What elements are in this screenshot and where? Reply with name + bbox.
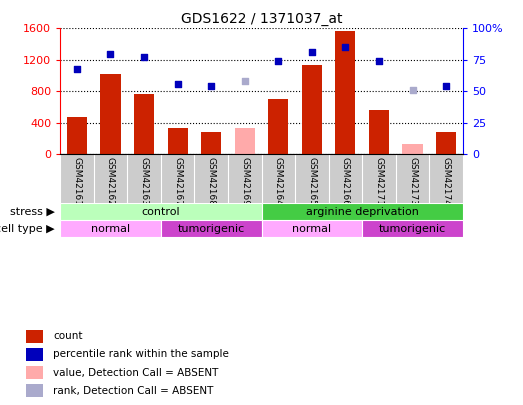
Point [375, 58, 383, 64]
Bar [100, 74, 121, 154]
Point [140, 54, 148, 61]
Text: cell type ▶: cell type ▶ [0, 224, 55, 234]
Bar [436, 132, 456, 154]
Point [174, 81, 182, 87]
Point [207, 83, 215, 90]
Title: GDS1622 / 1371037_at: GDS1622 / 1371037_at [181, 12, 342, 26]
Bar [335, 31, 356, 154]
Text: GSM42168: GSM42168 [207, 157, 215, 206]
Bar [403, 144, 423, 154]
Point [442, 83, 450, 90]
Point [73, 66, 81, 72]
Text: GSM42161: GSM42161 [72, 157, 82, 206]
Bar [302, 65, 322, 154]
Text: GSM42173: GSM42173 [408, 157, 417, 206]
Text: stress ▶: stress ▶ [10, 207, 55, 217]
Text: GSM42165: GSM42165 [308, 157, 316, 206]
Text: GSM42174: GSM42174 [441, 157, 451, 206]
Bar [235, 128, 255, 154]
Point [106, 50, 115, 57]
Bar [134, 94, 154, 154]
Bar [262, 220, 362, 237]
Bar [26, 384, 43, 397]
Bar [369, 110, 389, 154]
Text: GSM42164: GSM42164 [274, 157, 283, 206]
Bar [67, 117, 87, 154]
Text: GSM42162: GSM42162 [106, 157, 115, 206]
Text: GSM42169: GSM42169 [240, 157, 249, 206]
Bar [167, 128, 188, 154]
Bar [60, 220, 161, 237]
Text: tumorigenic: tumorigenic [379, 224, 446, 234]
Text: control: control [142, 207, 180, 217]
Bar [268, 99, 288, 154]
Text: GSM42167: GSM42167 [173, 157, 182, 206]
Point [341, 44, 349, 51]
Bar [60, 203, 262, 220]
Text: normal: normal [292, 224, 332, 234]
Text: GSM42166: GSM42166 [341, 157, 350, 206]
Point [274, 58, 282, 64]
Text: percentile rank within the sample: percentile rank within the sample [53, 349, 229, 359]
Text: tumorigenic: tumorigenic [177, 224, 245, 234]
Text: rank, Detection Call = ABSENT: rank, Detection Call = ABSENT [53, 386, 213, 396]
Text: GSM42171: GSM42171 [374, 157, 383, 206]
Bar [362, 220, 463, 237]
Text: value, Detection Call = ABSENT: value, Detection Call = ABSENT [53, 367, 219, 377]
Bar [26, 330, 43, 343]
Bar [161, 220, 262, 237]
Text: normal: normal [91, 224, 130, 234]
Point [308, 49, 316, 55]
Bar [26, 348, 43, 361]
Text: count: count [53, 331, 83, 341]
Point [241, 78, 249, 85]
Bar [262, 203, 463, 220]
Bar [201, 132, 221, 154]
Point [408, 87, 417, 93]
Text: GSM42163: GSM42163 [140, 157, 149, 206]
Bar [26, 366, 43, 379]
Text: arginine deprivation: arginine deprivation [306, 207, 418, 217]
